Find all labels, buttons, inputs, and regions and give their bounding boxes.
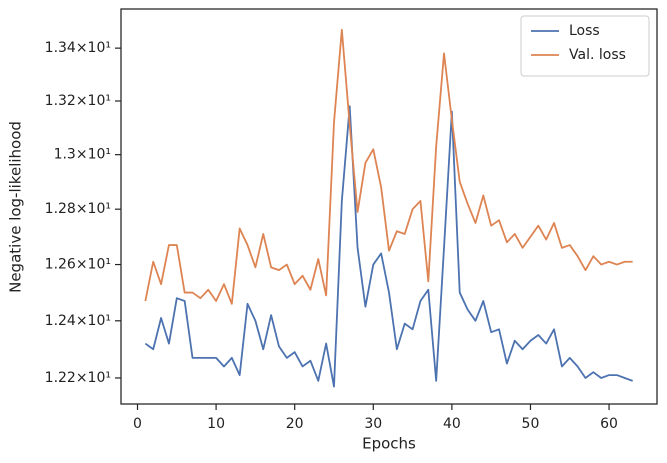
legend: Loss Val. loss [520, 15, 650, 77]
line-series [144, 28, 633, 305]
x-tick-label: 50 [522, 416, 540, 432]
y-tick-label: 1.24×10¹ [45, 313, 111, 329]
x-axis-title: Epochs [362, 435, 416, 453]
line-series [144, 105, 633, 388]
plot-frame [120, 8, 658, 405]
legend-label: Val. loss [569, 47, 626, 63]
y-tick-label: 1.22×10¹ [45, 370, 111, 386]
legend-label: Loss [569, 23, 600, 39]
y-tick-label: 1.26×10¹ [45, 257, 111, 273]
x-tick-label: 30 [364, 416, 382, 432]
x-tick-label: 10 [207, 416, 225, 432]
y-axis-title: Negative log-likelihood [7, 121, 25, 293]
y-tick-label: 1.28×10¹ [45, 201, 111, 217]
y-tick-label: 1.3×10¹ [54, 147, 111, 163]
y-tick-label: 1.32×10¹ [45, 93, 111, 109]
x-tick-label: 40 [443, 416, 461, 432]
x-tick-label: 20 [286, 416, 304, 432]
x-tick-label: 60 [600, 416, 618, 432]
x-tick-label: 0 [133, 416, 142, 432]
y-tick-label: 1.34×10¹ [45, 40, 111, 56]
